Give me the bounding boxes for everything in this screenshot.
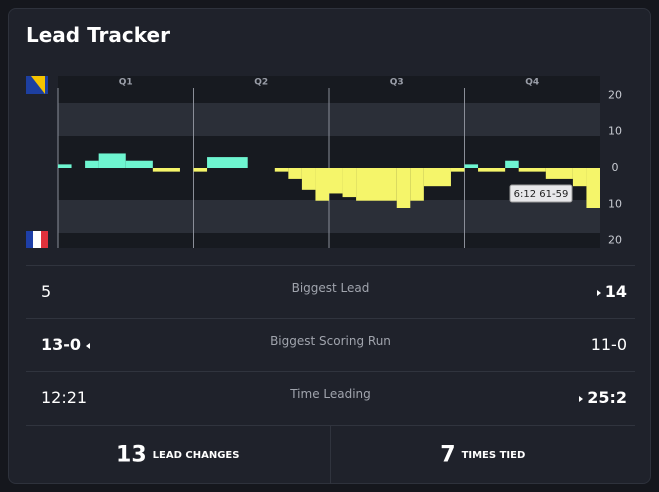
lead-step bbox=[410, 168, 424, 201]
stat-left: 5 bbox=[41, 282, 52, 301]
stat-right: 14 bbox=[604, 282, 627, 301]
stat-left: 13-0 bbox=[41, 335, 82, 354]
stat-row: 12:21 Time Leading 25:2 bbox=[26, 371, 635, 424]
lead-step bbox=[274, 168, 289, 172]
lead-step bbox=[152, 168, 180, 172]
lead-step bbox=[545, 168, 573, 179]
y-tick-label: 20 bbox=[608, 88, 622, 101]
y-tick-label: 20 bbox=[608, 234, 622, 247]
stat-left-wrap: 13-0 bbox=[41, 335, 91, 354]
card-title: Lead Tracker bbox=[26, 23, 170, 47]
lead-step bbox=[464, 164, 479, 168]
lead-chart: Q1 Q2 Q3 Q4 20 10 0 10 20 6:12 61-59 bbox=[26, 76, 622, 248]
y-tick-label: 10 bbox=[608, 197, 622, 210]
lead-changes-value: 13 bbox=[116, 442, 147, 468]
lead-step bbox=[125, 160, 153, 168]
times-tied-label: TIMES TIED bbox=[461, 449, 526, 461]
lead-changes: 13 LEAD CHANGES bbox=[26, 426, 331, 484]
stat-label: Time Leading bbox=[290, 387, 371, 401]
stat-row: 13-0 Biggest Scoring Run 11-0 bbox=[26, 318, 635, 371]
stat-label: Biggest Lead bbox=[291, 281, 370, 295]
lead-step bbox=[505, 160, 519, 168]
lead-step bbox=[342, 168, 357, 198]
stat-row: 5 Biggest Lead 14 bbox=[26, 265, 635, 318]
footer: 13 LEAD CHANGES 7 TIMES TIED bbox=[26, 425, 635, 484]
steps bbox=[58, 153, 600, 208]
lead-step bbox=[518, 168, 546, 172]
tooltip: 6:12 61-59 bbox=[509, 184, 573, 203]
lead-step bbox=[98, 153, 126, 168]
lead-step bbox=[288, 168, 302, 179]
lead-step bbox=[423, 168, 451, 187]
lead-changes-label: LEAD CHANGES bbox=[152, 449, 240, 461]
times-tied: 7 TIMES TIED bbox=[331, 426, 636, 484]
y-tick-label: 10 bbox=[608, 125, 622, 138]
lead-step bbox=[356, 168, 397, 201]
stat-label: Biggest Scoring Run bbox=[270, 334, 391, 348]
stat-right-wrap: 25:2 bbox=[579, 388, 627, 407]
lead-step bbox=[85, 160, 99, 168]
lead-step bbox=[450, 168, 465, 172]
flag-bosnia bbox=[26, 76, 48, 94]
lead-step bbox=[301, 168, 316, 190]
flag-france bbox=[26, 231, 48, 248]
quarter-label: Q3 bbox=[390, 78, 404, 88]
times-tied-value: 7 bbox=[440, 442, 456, 468]
quarter-label: Q2 bbox=[254, 78, 268, 88]
lead-step bbox=[572, 168, 587, 187]
stat-right-wrap: 14 bbox=[596, 282, 627, 301]
lead-step bbox=[329, 168, 343, 194]
tooltip-text: 6:12 61-59 bbox=[514, 189, 569, 200]
stat-left: 12:21 bbox=[41, 388, 88, 407]
lead-step bbox=[58, 164, 72, 168]
lead-step bbox=[396, 168, 411, 208]
quarter-label: Q4 bbox=[525, 78, 539, 88]
lead-step bbox=[478, 168, 506, 172]
y-tick-label: 0 bbox=[612, 161, 619, 174]
lead-step bbox=[586, 168, 600, 208]
tooltip-box bbox=[509, 184, 573, 203]
lead-step bbox=[315, 168, 329, 201]
stat-right: 25:2 bbox=[587, 388, 627, 407]
quarter-label: Q1 bbox=[119, 78, 133, 88]
stat-right: 11-0 bbox=[590, 335, 627, 354]
lead-step bbox=[207, 157, 248, 168]
lead-step bbox=[193, 168, 208, 172]
